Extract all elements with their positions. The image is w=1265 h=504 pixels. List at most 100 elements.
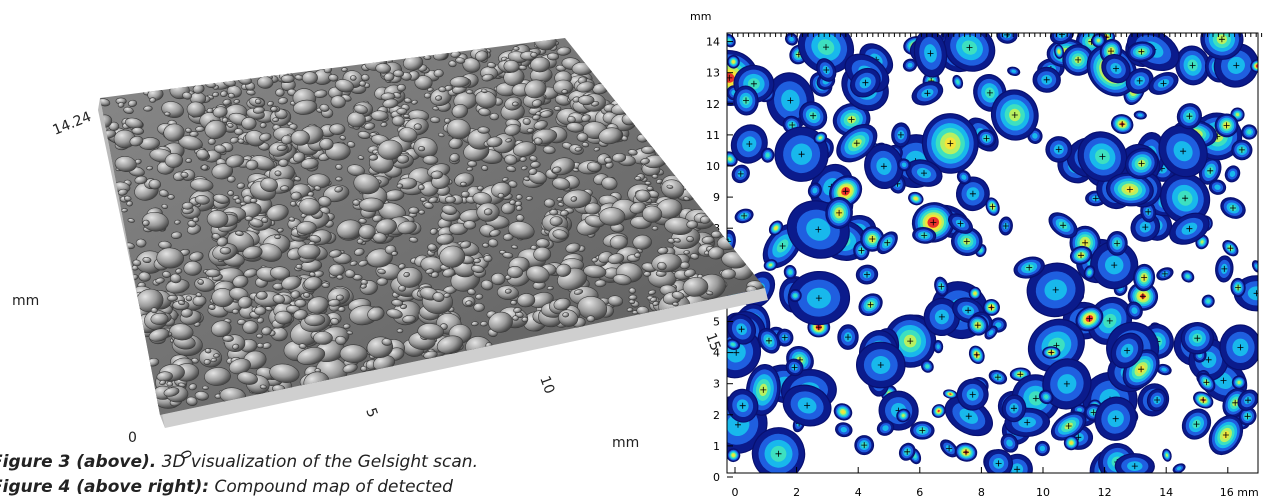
pebble — [163, 387, 180, 397]
pebble — [628, 294, 638, 301]
peak-marker — [746, 141, 753, 147]
peak-marker — [947, 140, 954, 147]
pebble — [292, 151, 306, 163]
pebble — [334, 79, 354, 93]
pebble — [517, 293, 536, 308]
pebble — [423, 92, 432, 99]
pebble — [511, 244, 519, 250]
blob — [854, 435, 875, 456]
pebble — [159, 379, 167, 386]
blob — [905, 159, 943, 187]
pebble — [435, 95, 443, 101]
pebble — [204, 348, 212, 354]
blob — [733, 85, 759, 116]
pebble — [547, 52, 559, 61]
peak-marker — [1060, 222, 1067, 229]
pebble — [370, 110, 389, 122]
pebble — [183, 260, 202, 276]
peak-marker — [1138, 48, 1145, 55]
pebble — [156, 247, 184, 269]
peak-marker — [741, 212, 748, 219]
pebble — [114, 156, 137, 172]
blob — [850, 67, 881, 98]
pebble — [509, 199, 516, 206]
pebble — [358, 218, 367, 224]
peak-marker — [743, 97, 749, 104]
blob — [1133, 263, 1156, 292]
pebble — [486, 136, 503, 148]
pebble — [471, 321, 479, 327]
pebble — [150, 312, 169, 325]
peak-marker — [1189, 62, 1196, 69]
pebble — [213, 353, 220, 358]
peak-marker — [864, 271, 870, 278]
blob — [876, 420, 895, 436]
pebble — [530, 161, 541, 169]
peak-marker — [1139, 293, 1146, 300]
pebble — [701, 236, 715, 245]
y-tick-label: 1 — [713, 440, 720, 453]
blob — [1172, 463, 1186, 473]
pebble — [117, 102, 125, 108]
pebble — [175, 268, 183, 274]
blob — [896, 408, 911, 423]
caption-text: 3D visualization of the Gelsight scan. — [156, 452, 478, 472]
pebble — [359, 197, 384, 213]
peak-marker — [919, 427, 926, 434]
x-tick-label: 14 — [1159, 486, 1173, 499]
blob-level — [907, 62, 913, 68]
peak-marker — [1011, 112, 1018, 118]
blob-level — [840, 426, 847, 433]
x-tick: 5 — [362, 406, 380, 420]
pebble — [423, 54, 432, 61]
blob — [727, 338, 741, 350]
surface-side — [98, 98, 165, 428]
pebble — [436, 233, 454, 245]
pebble — [391, 299, 404, 307]
pebble — [460, 190, 470, 198]
peak-marker — [861, 442, 868, 449]
blob — [1241, 124, 1258, 140]
pebble — [483, 254, 493, 263]
pebble — [651, 225, 659, 231]
peak-marker — [1160, 80, 1167, 87]
x-tick: 10 — [536, 374, 557, 396]
pebble — [521, 316, 529, 323]
pebble — [503, 59, 520, 73]
blob — [1062, 44, 1094, 76]
blob-level — [1137, 113, 1143, 117]
blob — [908, 191, 924, 206]
blob — [864, 143, 904, 190]
pebble — [666, 184, 674, 189]
pebble — [219, 246, 232, 255]
pebble — [391, 251, 398, 257]
pebble — [227, 92, 235, 99]
pebble — [473, 302, 485, 312]
pebble — [522, 118, 531, 126]
pebble — [185, 295, 193, 302]
pebble — [449, 153, 460, 163]
pebble — [190, 178, 214, 192]
peak-marker — [983, 135, 990, 142]
pebble — [455, 57, 466, 64]
pebble — [515, 194, 523, 200]
peak-marker — [789, 122, 796, 128]
pebble — [429, 228, 438, 235]
pebble — [245, 159, 259, 171]
pebble — [532, 114, 541, 121]
pebble — [292, 99, 318, 115]
pebble — [339, 135, 347, 141]
blob-level — [961, 174, 967, 180]
blob — [943, 33, 996, 72]
peak-marker — [973, 351, 980, 358]
pebble — [207, 138, 216, 145]
height-label: 14.24 — [51, 109, 94, 139]
peak-marker — [823, 67, 830, 73]
blob-level — [882, 425, 889, 431]
pebble — [127, 99, 138, 107]
pebble — [270, 106, 278, 112]
pebble — [521, 165, 528, 171]
pebble — [197, 279, 204, 285]
y-tick-label: 4 — [713, 347, 720, 360]
pebble — [396, 266, 423, 288]
